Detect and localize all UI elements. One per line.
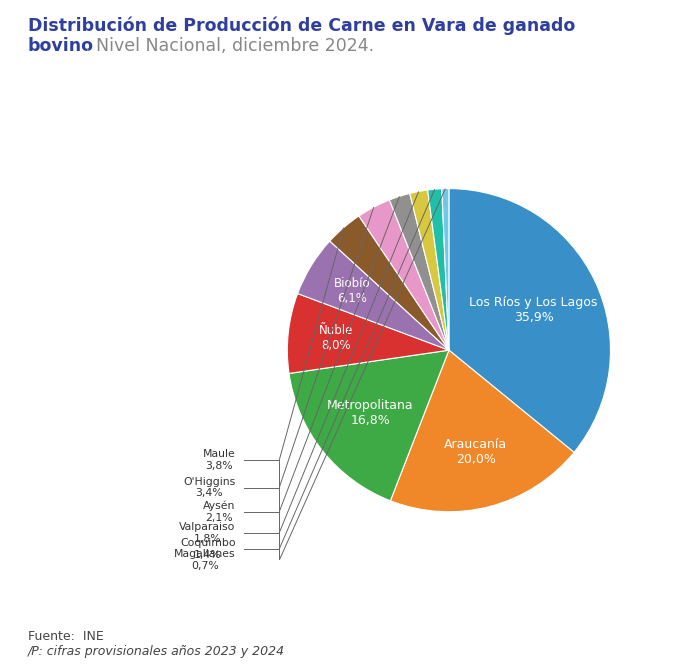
Text: Araucanía
20,0%: Araucanía 20,0%	[444, 438, 507, 466]
Wedge shape	[449, 189, 610, 452]
Text: Maule
3,8%: Maule 3,8%	[203, 450, 236, 471]
Wedge shape	[390, 193, 449, 350]
Wedge shape	[442, 189, 449, 350]
Text: Aysén
2,1%: Aysén 2,1%	[203, 501, 236, 523]
Text: Coquimbo
1,4%: Coquimbo 1,4%	[180, 538, 236, 560]
Text: Metropolitana
16,8%: Metropolitana 16,8%	[327, 399, 414, 427]
Text: Distribución de Producción de Carne en Vara de ganado: Distribución de Producción de Carne en V…	[28, 17, 575, 35]
Text: Fuente:  INE: Fuente: INE	[28, 630, 104, 643]
Text: Valparaiso
1,8%: Valparaiso 1,8%	[180, 522, 236, 544]
Wedge shape	[289, 350, 449, 501]
Wedge shape	[390, 350, 574, 512]
Wedge shape	[359, 200, 449, 350]
Text: . Nivel Nacional, diciembre 2024.: . Nivel Nacional, diciembre 2024.	[85, 37, 374, 55]
Text: O'Higgins
3,4%: O'Higgins 3,4%	[183, 477, 236, 498]
Text: bovino: bovino	[28, 37, 94, 55]
Text: Ñuble
8,0%: Ñuble 8,0%	[319, 324, 354, 352]
Text: /P: cifras provisionales años 2023 y 2024: /P: cifras provisionales años 2023 y 202…	[28, 645, 285, 658]
Wedge shape	[410, 190, 449, 350]
Wedge shape	[298, 241, 449, 350]
Wedge shape	[330, 216, 449, 350]
Wedge shape	[427, 189, 449, 350]
Text: Magallanes
0,7%: Magallanes 0,7%	[174, 550, 236, 571]
Wedge shape	[287, 293, 449, 374]
Text: Biobío
6,1%: Biobío 6,1%	[334, 277, 371, 305]
Text: Los Ríos y Los Lagos
35,9%: Los Ríos y Los Lagos 35,9%	[469, 296, 598, 324]
